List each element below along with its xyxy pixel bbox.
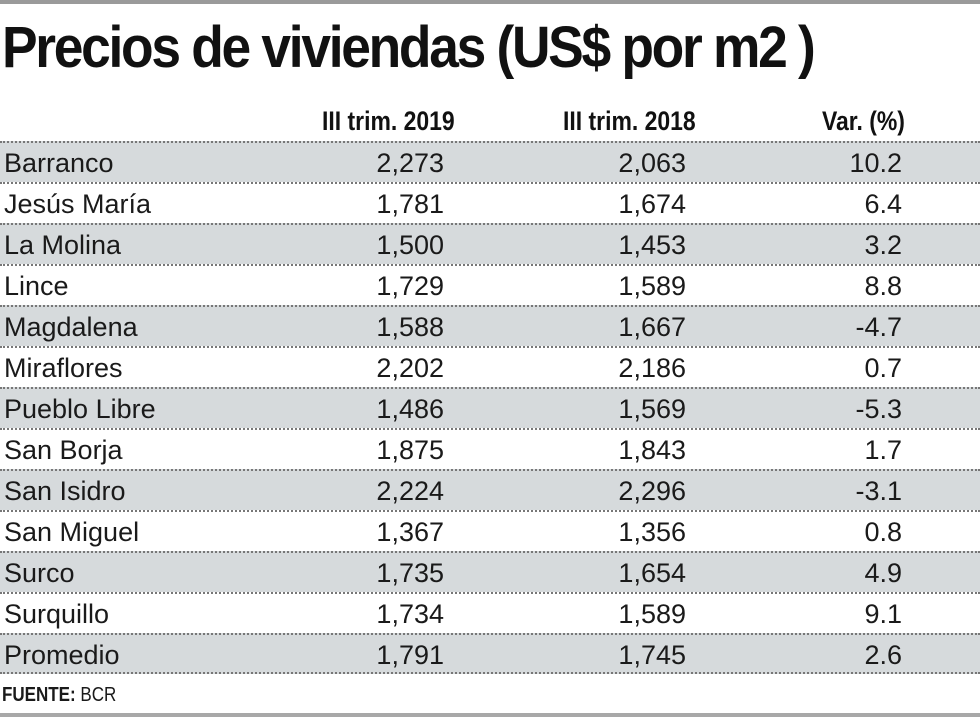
q3-2019-cell: 1,781 [376,189,444,219]
q3-2018-cell: 1,569 [618,394,686,424]
district-cell: San Miguel [4,517,140,547]
variation-cell: 4.9 [864,558,902,588]
q3-2019-cell: 1,791 [376,640,444,670]
q3-2019-cell: 2,224 [376,476,444,506]
variation-cell: 9.1 [864,599,902,629]
district-cell: Magdalena [4,312,138,342]
table-row: Miraflores 2,202 2,186 0.7 [0,346,980,387]
q3-2018-cell: 1,356 [618,517,686,547]
variation-cell: 0.7 [864,353,902,383]
variation-cell: 6.4 [864,189,902,219]
table-row: San Miguel 1,367 1,356 0.8 [0,510,980,551]
table-row: San Isidro 2,224 2,296 -3.1 [0,469,980,510]
q3-2019-cell: 1,588 [376,312,444,342]
q3-2019-cell: 1,500 [376,230,444,260]
column-header-q3-2018: III trim. 2018 [563,106,696,136]
q3-2018-cell: 1,654 [618,558,686,588]
q3-2018-cell: 1,674 [618,189,686,219]
q3-2018-cell: 1,667 [618,312,686,342]
q3-2018-cell: 1,589 [618,271,686,301]
variation-cell: 3.2 [864,230,902,260]
district-cell: Pueblo Libre [4,394,156,424]
table-row: San Borja 1,875 1,843 1.7 [0,428,980,469]
table-row: Barranco 2,273 2,063 10.2 [0,141,980,182]
bottom-rule [0,713,980,717]
variation-cell: 1.7 [864,435,902,465]
variation-cell: 10.2 [849,148,902,178]
table-row: Pueblo Libre 1,486 1,569 -5.3 [0,387,980,428]
column-header-variation: Var. (%) [822,106,905,136]
q3-2018-cell: 2,296 [618,476,686,506]
table-row: Surquillo 1,734 1,589 9.1 [0,592,980,633]
q3-2019-cell: 1,486 [376,394,444,424]
price-table: Barranco 2,273 2,063 10.2 Jesús María 1,781 1,… [0,141,980,674]
variation-cell: 0.8 [864,517,902,547]
district-cell: San Isidro [4,476,126,506]
q3-2019-cell: 2,202 [376,353,444,383]
q3-2019-cell: 1,735 [376,558,444,588]
table-row: Lince 1,729 1,589 8.8 [0,264,980,305]
table-row: Surco 1,735 1,654 4.9 [0,551,980,592]
variation-cell: -3.1 [855,476,902,506]
district-cell: Surco [4,558,75,588]
district-cell: Lince [4,271,69,301]
district-cell: Promedio [4,640,120,670]
q3-2018-cell: 1,745 [618,640,686,670]
source-value: BCR [80,684,117,706]
q3-2018-cell: 1,589 [618,599,686,629]
q3-2018-cell: 2,063 [618,148,686,178]
q3-2018-cell: 1,843 [618,435,686,465]
district-cell: Surquillo [4,599,110,629]
page-title: Precios de viviendas (US$ por m2 ) [2,15,816,80]
q3-2019-cell: 1,734 [376,599,444,629]
district-cell: Jesús María [4,189,152,219]
top-rule [0,0,980,4]
table-row: La Molina 1,500 1,453 3.2 [0,223,980,264]
variation-cell: -4.7 [855,312,902,342]
q3-2019-cell: 1,729 [376,271,444,301]
district-cell: San Borja [4,435,123,465]
column-header-q3-2019: III trim. 2019 [322,106,455,136]
variation-cell: -5.3 [855,394,902,424]
q3-2019-cell: 1,367 [376,517,444,547]
table-row: Magdalena 1,588 1,667 -4.7 [0,305,980,346]
q3-2018-cell: 1,453 [618,230,686,260]
district-cell: Barranco [4,148,114,178]
variation-cell: 8.8 [864,271,902,301]
district-cell: Miraflores [4,353,123,383]
table-row: Jesús María 1,781 1,674 6.4 [0,182,980,223]
table-row: Promedio 1,791 1,745 2.6 [0,633,980,674]
district-cell: La Molina [4,230,122,260]
source-label: FUENTE: [2,684,76,706]
q3-2019-cell: 2,273 [376,148,444,178]
variation-cell: 2.6 [864,640,902,670]
q3-2018-cell: 2,186 [618,353,686,383]
q3-2019-cell: 1,875 [376,435,444,465]
source-note: FUENTE: BCR [2,684,116,707]
